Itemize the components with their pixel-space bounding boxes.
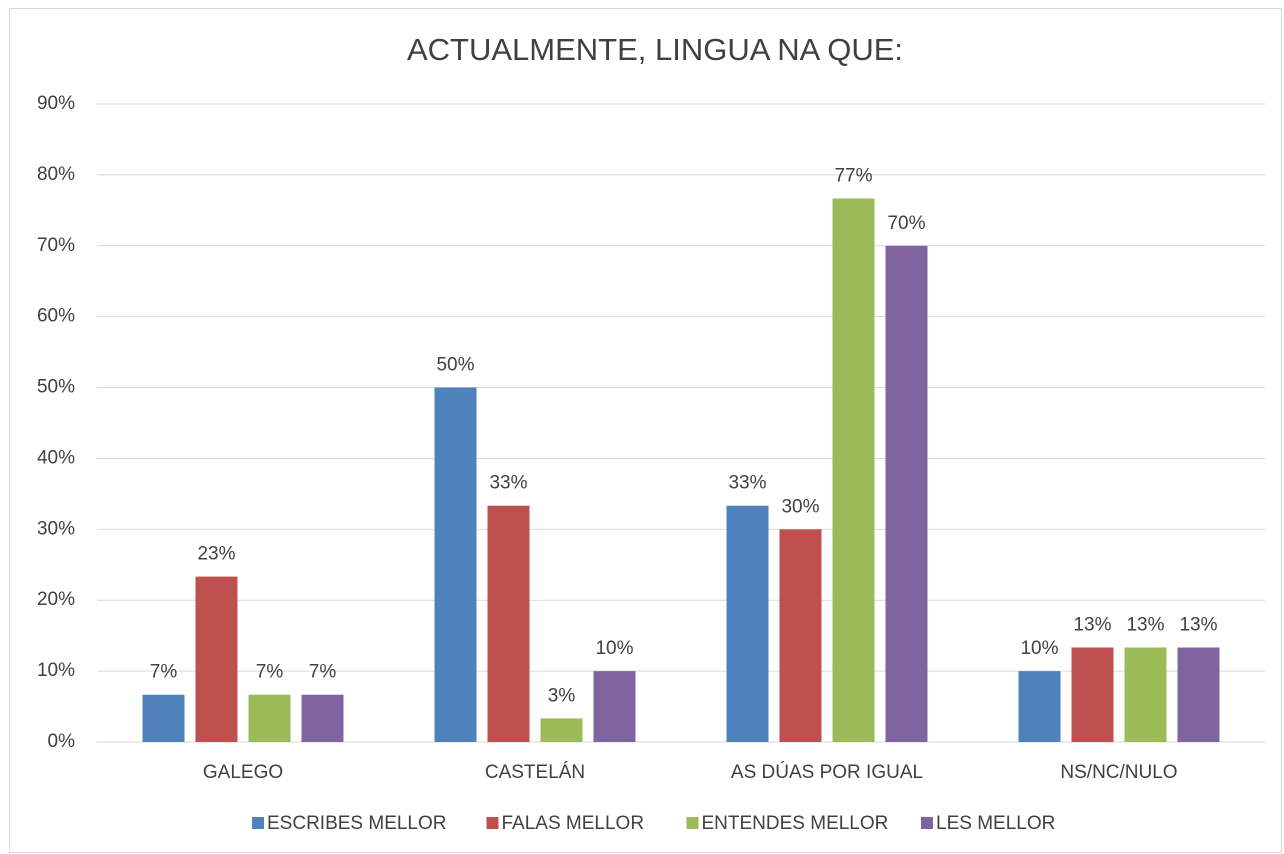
data-label: 23% [197,544,235,565]
legend-swatch [686,817,699,829]
data-label: 33% [489,473,527,494]
data-label: 13% [1126,615,1164,636]
legend-label: LES MELLOR [936,813,1055,834]
bar [248,694,291,742]
data-label: 10% [1020,638,1058,659]
y-tick-label: 30% [37,518,75,539]
legend-swatch [921,817,933,829]
bar [593,671,636,742]
y-tick-label: 20% [37,589,75,610]
bar [779,529,822,742]
bar [726,505,769,742]
data-label: 13% [1179,615,1217,636]
y-tick-label: 60% [37,306,75,327]
y-tick-label: 80% [37,164,75,185]
data-label: 3% [548,685,576,706]
data-label: 7% [309,662,337,683]
bar [885,245,928,742]
bar [1177,647,1220,742]
bar [195,576,238,742]
x-tick-label: NS/NC/NULO [1060,762,1177,783]
bar [1018,671,1061,742]
bar [832,198,875,743]
y-tick-label: 90% [37,93,75,114]
bar [1124,647,1167,742]
data-label: 33% [728,473,766,494]
data-label: 10% [595,638,633,659]
data-label: 70% [887,213,925,234]
bar [434,387,477,742]
x-tick-label: AS DÚAS POR IGUAL [731,761,923,783]
data-label: 7% [150,662,178,683]
legend-label: ESCRIBES MELLOR [267,813,447,834]
y-tick-label: 40% [37,447,75,468]
bar [1071,647,1114,742]
legend-swatch [252,817,264,829]
y-tick-label: 50% [37,377,75,398]
x-tick-label: GALEGO [203,762,283,783]
bar [142,694,185,742]
data-label: 7% [256,662,284,683]
data-label: 30% [781,496,819,517]
legend-label: ENTENDES MELLOR [702,813,889,834]
legend-label: FALAS MELLOR [502,813,645,834]
y-tick-label: 10% [37,660,75,681]
bar [487,505,530,742]
y-tick-label: 70% [37,235,75,256]
data-label: 50% [436,355,474,376]
bar [540,718,583,742]
chart-title: ACTUALMENTE, LINGUA NA QUE: [407,32,903,67]
data-label: 13% [1073,615,1111,636]
bar [301,694,344,742]
data-label: 77% [834,166,872,187]
legend-swatch [486,817,499,829]
y-tick-label: 0% [48,731,76,752]
x-tick-label: CASTELÁN [485,762,585,783]
